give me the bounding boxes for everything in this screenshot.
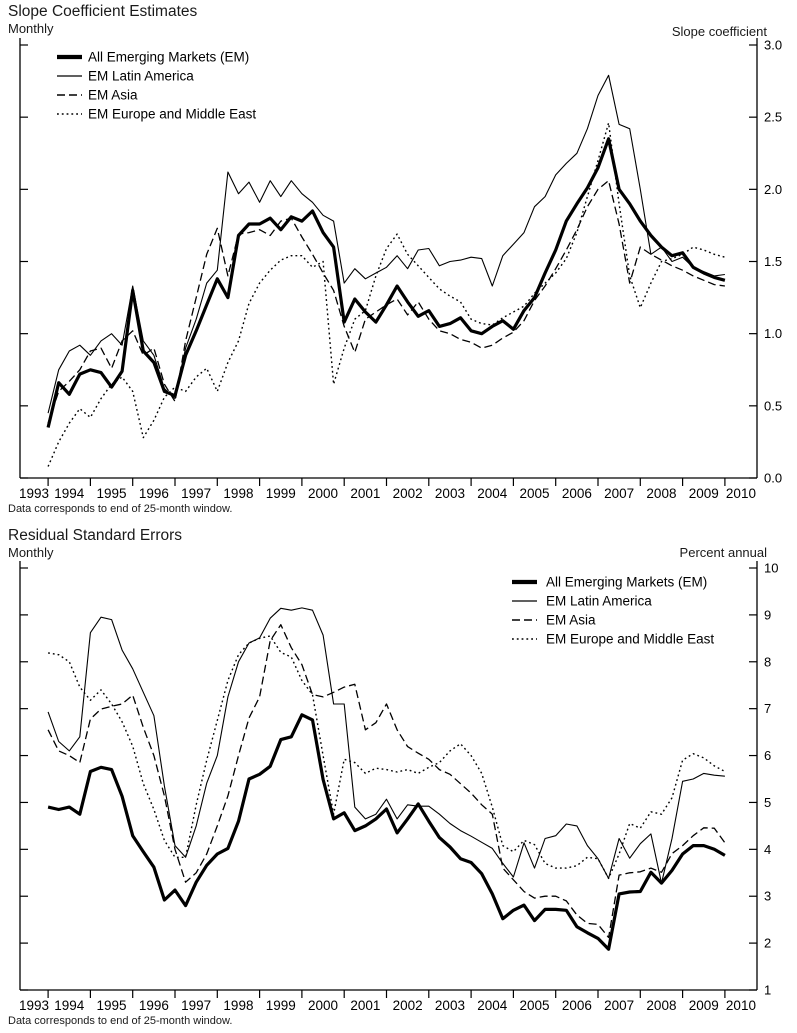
y-tick-label: 2: [764, 936, 771, 951]
x-tick-label: 2000: [308, 998, 338, 1013]
x-tick-label: 2007: [604, 998, 634, 1013]
legend-label: EM Europe and Middle East: [88, 107, 256, 122]
x-tick-label: 2004: [477, 486, 508, 501]
x-tick-label: 1998: [223, 998, 253, 1013]
y-tick-label: 8: [764, 654, 771, 669]
x-tick-label: 1996: [139, 486, 169, 501]
series-line-3: [47, 122, 726, 467]
x-axis-ticks: 1993 1994 1995 1996 1997 1998 1999 2000 2001 2002…: [19, 478, 756, 501]
x-tick-label: 2010: [726, 998, 756, 1013]
x-tick-label: 1995: [97, 998, 127, 1013]
x-tick-label: 1997: [181, 998, 211, 1013]
y-tick-label: 3: [764, 889, 771, 904]
x-tick-label: 2010: [726, 486, 756, 501]
x-tick-label: 2006: [562, 486, 592, 501]
x-tick-label: 2000: [308, 486, 338, 501]
x-tick-label: 2003: [435, 486, 465, 501]
y-tick-label: 10: [764, 561, 778, 576]
y-tick-label: 4: [764, 842, 771, 857]
rse-chart-unit-label: Percent annual: [679, 545, 767, 560]
y-tick-label: 3.0: [764, 38, 782, 53]
series-line-0: [46, 137, 726, 428]
x-tick-label: 2001: [350, 998, 380, 1013]
y-tick-label: 2.5: [764, 110, 782, 125]
x-tick-label: 2008: [646, 998, 676, 1013]
legend: All Emerging Markets (EM) EM Latin Americ…: [57, 50, 256, 122]
x-tick-label: 1993: [19, 998, 49, 1013]
series-line-3: [47, 635, 726, 880]
legend-label: EM Asia: [88, 88, 138, 103]
y-tick-label: 1: [764, 983, 771, 998]
axes: [19, 561, 758, 991]
x-tick-label: 2004: [477, 998, 508, 1013]
series-line-0: [47, 713, 726, 951]
y-tick-label: 9: [764, 607, 771, 622]
y-tick-label: 7: [764, 701, 771, 716]
x-tick-label: 2002: [393, 486, 423, 501]
rse-chart-frequency-label: Monthly: [8, 545, 54, 560]
legend-label: EM Asia: [546, 613, 596, 628]
x-tick-label: 2002: [393, 998, 423, 1013]
slope-chart-unit-label: Slope coefficient: [671, 24, 767, 39]
y-axis-ticks: 10 9 8 7 6 5 4 3 2 1: [20, 561, 778, 998]
x-tick-label: 1993: [19, 486, 49, 501]
x-tick-label: 1998: [223, 486, 253, 501]
x-tick-label: 2009: [689, 486, 719, 501]
x-tick-label: 2007: [604, 486, 634, 501]
y-tick-label: 0.5: [764, 398, 782, 413]
y-tick-label: 1.5: [764, 254, 782, 269]
x-tick-label: 1994: [54, 998, 85, 1013]
y-tick-label: 0.0: [764, 471, 782, 486]
y-axis-ticks: 3.0 2.5 2.0 1.5 1.0 0.5 0.0: [20, 38, 782, 486]
legend-label: All Emerging Markets (EM): [546, 575, 707, 590]
slope-chart-title: Slope Coefficient Estimates: [8, 3, 198, 20]
x-tick-label: 1999: [266, 486, 296, 501]
slope-chart-footnote: Data corresponds to end of 25-month wind…: [8, 503, 233, 515]
y-tick-label: 6: [764, 748, 771, 763]
x-tick-label: 2005: [520, 486, 550, 501]
legend: All Emerging Markets (EM) EM Latin Americ…: [512, 575, 714, 647]
legend-label: EM Latin America: [88, 69, 194, 84]
x-axis-ticks: 1993 1994 1995 1996 1997 1998 1999 2000 2001 2002…: [19, 990, 756, 1013]
y-tick-label: 2.0: [764, 182, 782, 197]
series-line-2: [47, 624, 726, 939]
rse-chart-plot: 10 9 8 7 6 5 4 3 2 1 1993 1994 1995 1996 1997 1998 1999 2…: [19, 561, 778, 1014]
series-line-2: [47, 180, 725, 424]
axes: [19, 38, 758, 479]
x-tick-label: 2003: [435, 998, 465, 1013]
x-tick-label: 2009: [689, 998, 719, 1013]
legend-label: EM Latin America: [546, 594, 652, 609]
y-tick-label: 5: [764, 795, 771, 810]
x-tick-label: 1997: [181, 486, 211, 501]
rse-chart-footnote: Data corresponds to end of 25-month wind…: [8, 1015, 233, 1027]
x-tick-label: 1996: [139, 998, 169, 1013]
x-tick-label: 2001: [350, 486, 380, 501]
slope-chart-frequency-label: Monthly: [8, 21, 54, 36]
series-line-1: [47, 607, 725, 884]
x-tick-label: 1999: [266, 998, 296, 1013]
legend-label: EM Europe and Middle East: [546, 632, 714, 647]
legend-label: All Emerging Markets (EM): [88, 50, 249, 65]
x-tick-label: 2005: [520, 998, 550, 1013]
x-tick-label: 1994: [54, 486, 85, 501]
x-tick-label: 1995: [97, 486, 127, 501]
x-tick-label: 2008: [646, 486, 676, 501]
y-tick-label: 1.0: [764, 326, 782, 341]
x-tick-label: 2006: [562, 998, 592, 1013]
rse-chart-title: Residual Standard Errors: [8, 527, 183, 544]
